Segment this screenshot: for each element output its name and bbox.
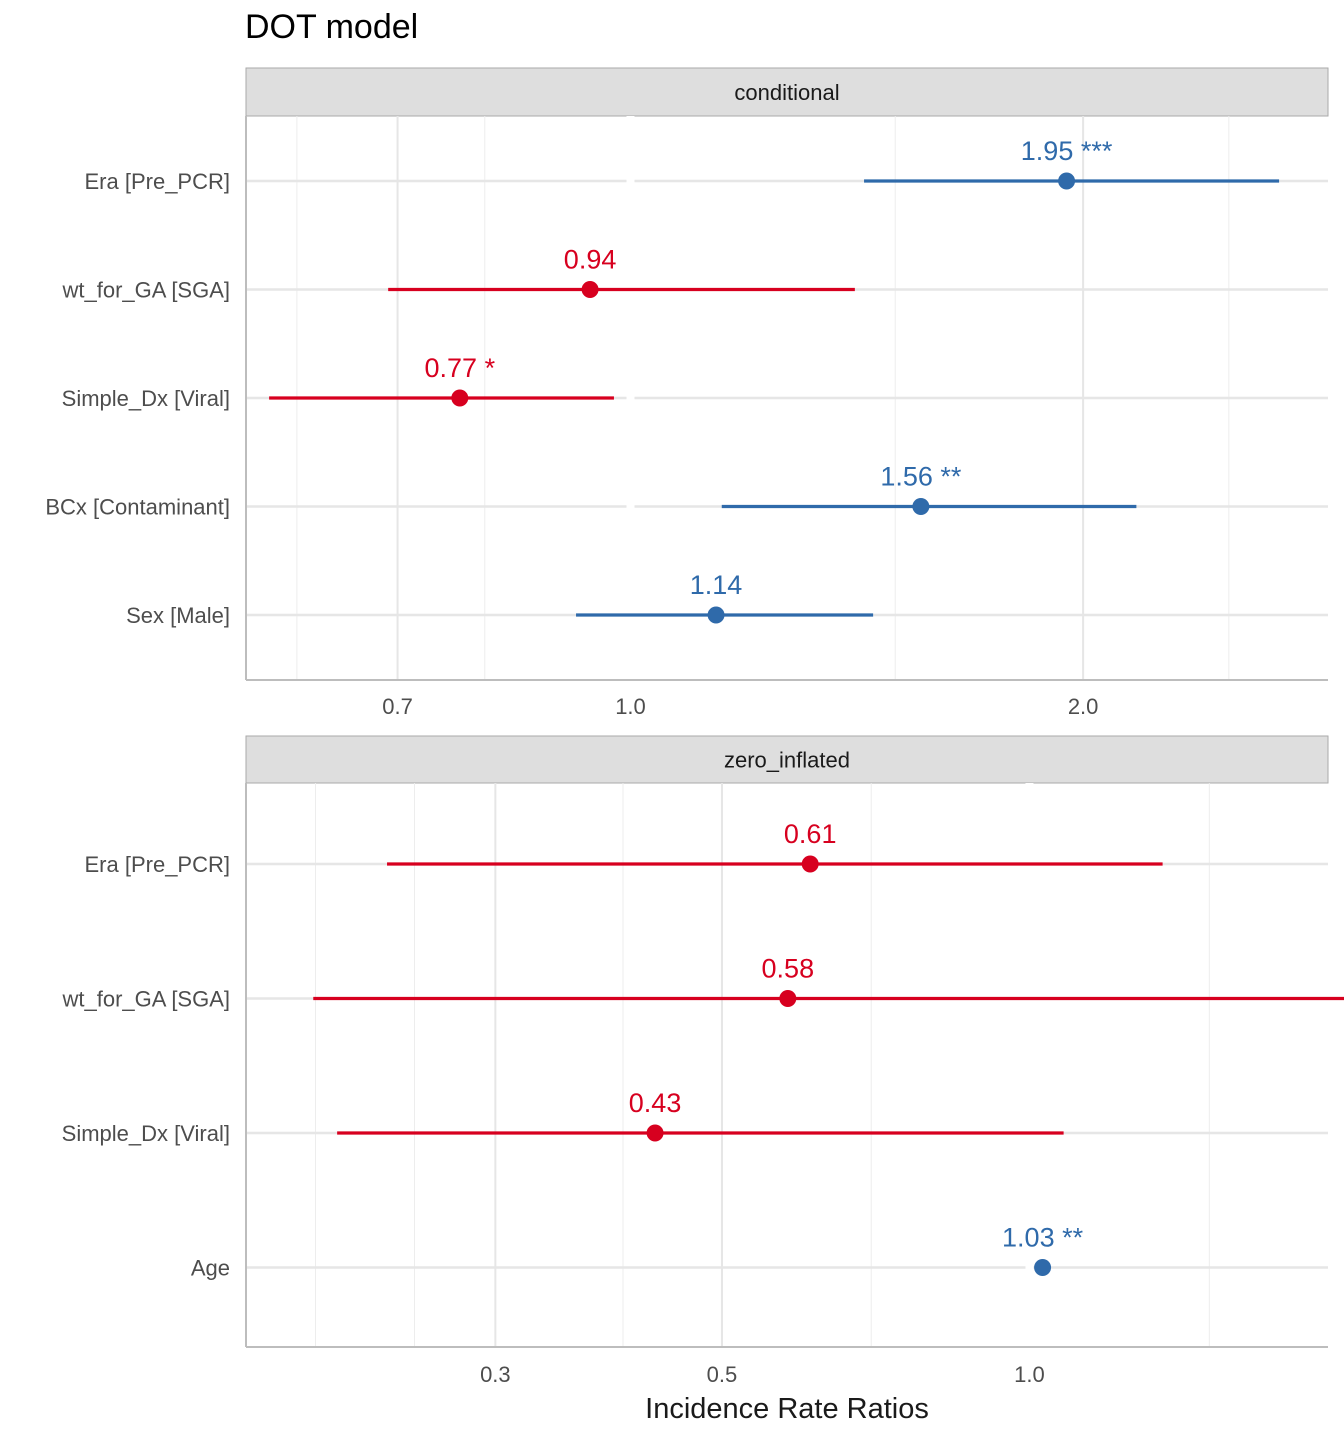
estimate-label: 1.03 ** (1002, 1223, 1084, 1253)
estimate-point (1034, 1259, 1052, 1276)
estimate-label: 1.56 ** (880, 462, 962, 492)
estimate-point (451, 389, 469, 407)
y-category-label: Era [Pre_PCR] (85, 852, 231, 877)
facet-strip-label: zero_inflated (724, 748, 850, 773)
x-tick-label: 0.5 (707, 1362, 738, 1387)
estimate-label: 0.43 (629, 1088, 682, 1118)
y-category-label: Simple_Dx [Viral] (62, 386, 230, 411)
x-tick-label: 1.0 (615, 694, 646, 719)
estimate-label: 1.14 (690, 570, 743, 600)
estimate-point (646, 1124, 664, 1142)
x-tick-label: 1.0 (1014, 1362, 1045, 1387)
estimate-point (779, 990, 797, 1007)
chart-title: DOT model (245, 8, 419, 46)
x-tick-label: 2.0 (1068, 694, 1099, 719)
y-category-label: Simple_Dx [Viral] (62, 1121, 230, 1146)
y-category-label: Sex [Male] (126, 603, 230, 628)
facet-strip-1 (245, 735, 1329, 784)
estimate-point (1058, 172, 1076, 190)
estimate-point (801, 855, 819, 873)
estimate-point (707, 606, 725, 624)
estimate-label: 0.77 * (425, 353, 496, 383)
estimate-label: 1.95 *** (1021, 136, 1113, 166)
estimate-label: 0.61 (784, 819, 837, 849)
y-category-label: Age (191, 1256, 230, 1281)
estimate-label: 0.58 (762, 954, 815, 984)
y-category-label: wt_for_GA [SGA] (61, 987, 230, 1012)
estimate-point (912, 498, 930, 515)
facet-strip-0 (245, 67, 1329, 117)
x-tick-label: 0.3 (480, 1362, 511, 1387)
x-tick-label: 0.7 (382, 694, 413, 719)
estimate-point (581, 281, 599, 298)
y-category-label: wt_for_GA [SGA] (61, 278, 230, 303)
estimate-label: 0.94 (564, 245, 617, 275)
facet-strip-label: conditional (734, 80, 839, 105)
y-category-label: Era [Pre_PCR] (85, 169, 231, 194)
x-axis-title: Incidence Rate Ratios (645, 1393, 929, 1425)
y-category-label: BCx [Contaminant] (45, 495, 230, 520)
